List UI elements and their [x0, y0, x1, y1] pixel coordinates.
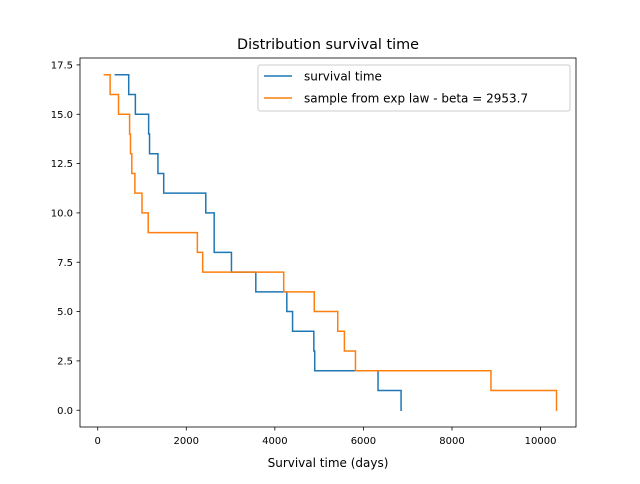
- y-tick-label: 12.5: [51, 159, 73, 170]
- x-tick-label: 2000: [174, 436, 199, 447]
- x-axis-label: Survival time (days): [268, 456, 389, 470]
- legend-label-exp-sample: sample from exp law - beta = 2953.7: [304, 92, 528, 106]
- x-tick-label: 6000: [351, 436, 376, 447]
- series-line-exp-sample: [103, 74, 558, 411]
- y-tick-label: 10.0: [51, 209, 73, 220]
- legend-frame: [257, 64, 571, 112]
- x-tick-label: 0: [95, 436, 101, 447]
- chart-title: Distribution survival time: [237, 37, 419, 53]
- y-tick-label: 0.0: [57, 406, 73, 417]
- y-tick-label: 17.5: [51, 61, 73, 72]
- y-tick-label: 7.5: [57, 258, 73, 269]
- x-tick-label: 10000: [525, 436, 557, 447]
- x-tick-label: 4000: [262, 436, 287, 447]
- legend: survival time sample from exp law - beta…: [257, 64, 571, 112]
- y-tick-label: 5.0: [57, 307, 73, 318]
- y-axis-ticks: 0.0 2.5 5.0 7.5 10.0 12.5 15.0 17.5: [51, 61, 80, 417]
- x-axis-ticks: 0 2000 4000 6000 8000 10000: [95, 427, 557, 447]
- y-tick-label: 2.5: [57, 356, 73, 367]
- plot-area: [80, 58, 576, 427]
- y-tick-label: 15.0: [51, 110, 73, 121]
- series-layer: [103, 74, 558, 411]
- legend-label-survival-time: survival time: [304, 70, 382, 84]
- x-tick-label: 8000: [439, 436, 464, 447]
- series-line-survival-time: [114, 74, 402, 411]
- axes-frame: [79, 57, 577, 428]
